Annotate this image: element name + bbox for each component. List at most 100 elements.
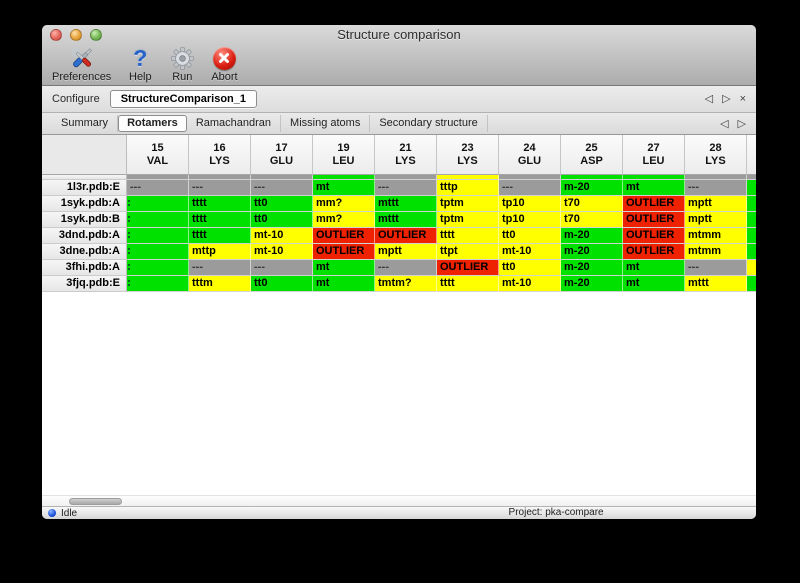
rotamer-cell[interactable]: OUTLIER [623, 212, 685, 228]
run-button[interactable]: Run [169, 45, 195, 83]
rotamer-cell[interactable]: tp10 [499, 212, 561, 228]
rotamer-cell[interactable] [623, 175, 685, 180]
rotamer-cell[interactable] [127, 228, 189, 244]
rotamer-cell[interactable]: OUTLIER [313, 244, 375, 260]
rotamer-cell[interactable]: mm? [313, 196, 375, 212]
rotamer-cell[interactable]: tttm [189, 276, 251, 292]
rotamer-cell[interactable]: tttt [437, 276, 499, 292]
help-button[interactable]: ? Help [127, 45, 153, 83]
rotamer-cell[interactable]: tttp [437, 180, 499, 196]
rotamer-cell[interactable]: mttp [189, 244, 251, 260]
horizontal-scrollbar[interactable] [42, 495, 756, 506]
rotamer-cell[interactable]: tttt [189, 196, 251, 212]
rotamer-cell[interactable]: OUTLIER [313, 228, 375, 244]
rotamer-cell[interactable]: --- [685, 260, 747, 276]
close-window-button[interactable] [50, 29, 62, 41]
rotamer-cell[interactable] [375, 175, 437, 180]
session-prev-icon[interactable]: ◁ [704, 92, 714, 105]
rotamer-cell[interactable]: OUTLIER [437, 260, 499, 276]
abort-button[interactable]: Abort [211, 45, 238, 83]
rotamer-cell[interactable]: tt0 [499, 260, 561, 276]
rotamer-cell[interactable]: tptm [437, 196, 499, 212]
rotamer-cell[interactable]: mt-10 [499, 276, 561, 292]
rotamer-cell[interactable]: OUTLIER [623, 228, 685, 244]
rotamer-cell[interactable]: mtmm [685, 228, 747, 244]
rotamer-cell[interactable]: mptt [685, 196, 747, 212]
rotamer-cell[interactable]: --- [251, 260, 313, 276]
rotamer-cell[interactable]: --- [189, 180, 251, 196]
rotamer-cell[interactable]: mt [623, 180, 685, 196]
rotamer-cell[interactable]: tttt [189, 212, 251, 228]
rotamer-cell[interactable]: m-20 [561, 180, 623, 196]
horizontal-scrollbar-thumb[interactable] [69, 498, 122, 505]
rotamer-cell[interactable]: mm? [313, 212, 375, 228]
rotamer-cell[interactable] [499, 175, 561, 180]
tab-missing-atoms[interactable]: Missing atoms [281, 115, 371, 132]
rotamer-cell[interactable] [127, 244, 189, 260]
rotamer-cell[interactable]: m-20 [561, 260, 623, 276]
rotamer-cell[interactable]: mptt [685, 212, 747, 228]
rotamer-cell[interactable]: tp10 [499, 196, 561, 212]
rotamer-cell[interactable]: --- [189, 260, 251, 276]
rotamer-cell[interactable]: OUTLIER [375, 228, 437, 244]
preferences-button[interactable]: Preferences [52, 45, 111, 83]
minimize-window-button[interactable] [70, 29, 82, 41]
rotamer-cell[interactable]: m-20 [561, 228, 623, 244]
rotamer-cell[interactable] [127, 212, 189, 228]
tab-rotamers[interactable]: Rotamers [118, 115, 187, 132]
rotamer-cell[interactable]: mt-10 [251, 244, 313, 260]
rotamer-cell[interactable]: tt0 [251, 196, 313, 212]
tabs-prev-icon[interactable]: ◁ [720, 118, 729, 130]
rotamer-cell[interactable] [127, 276, 189, 292]
row-label[interactable]: 1syk.pdb:B [42, 212, 127, 228]
zoom-window-button[interactable] [90, 29, 102, 41]
tab-ramachandran[interactable]: Ramachandran [187, 115, 282, 132]
row-label[interactable]: 3dne.pdb:A [42, 244, 127, 260]
rotamer-cell[interactable] [313, 175, 375, 180]
rotamer-cell[interactable] [127, 196, 189, 212]
rotamer-cell[interactable] [561, 175, 623, 180]
rotamer-cell[interactable]: mt [623, 276, 685, 292]
rotamer-cell[interactable]: tttt [189, 228, 251, 244]
rotamer-cell[interactable]: tptm [437, 212, 499, 228]
session-next-icon[interactable]: ▷ [722, 92, 731, 105]
rotamer-cell[interactable]: --- [127, 180, 189, 196]
row-label[interactable]: 3fhi.pdb:A [42, 260, 127, 276]
rotamer-cell[interactable]: mt-10 [251, 228, 313, 244]
rotamer-cell[interactable] [437, 175, 499, 180]
tab-summary[interactable]: Summary [52, 115, 119, 132]
rotamer-cell[interactable]: m-20 [561, 244, 623, 260]
rotamer-cell[interactable]: tttt [437, 228, 499, 244]
session-close-icon[interactable]: × [739, 92, 746, 105]
rotamer-cell[interactable]: tt0 [251, 276, 313, 292]
rotamer-cell[interactable]: --- [375, 180, 437, 196]
row-label[interactable]: 3dnd.pdb:A [42, 228, 127, 244]
row-label[interactable]: 3fjq.pdb:E [42, 276, 127, 292]
title-bar[interactable]: Structure comparison [42, 25, 756, 45]
rotamer-cell[interactable]: mttt [375, 212, 437, 228]
rotamer-cell[interactable]: --- [499, 180, 561, 196]
rotamer-cell[interactable]: mtmm [685, 244, 747, 260]
row-label[interactable]: 1l3r.pdb:E [42, 180, 127, 196]
session-tab[interactable]: StructureComparison_1 [109, 90, 258, 108]
rotamer-cell[interactable]: mt [313, 260, 375, 276]
rotamer-cell[interactable] [685, 175, 747, 180]
rotamer-cell[interactable]: tt0 [499, 228, 561, 244]
row-label[interactable]: 1syk.pdb:A [42, 196, 127, 212]
rotamer-cell[interactable]: t70 [561, 212, 623, 228]
tab-secondary-structure[interactable]: Secondary structure [370, 115, 488, 132]
rotamer-cell[interactable]: mt [623, 260, 685, 276]
rotamer-cell[interactable]: mt [313, 180, 375, 196]
rotamer-cell[interactable] [127, 175, 189, 180]
rotamer-cell[interactable]: --- [251, 180, 313, 196]
rotamer-cell[interactable] [127, 260, 189, 276]
rotamer-cell[interactable]: mt-10 [499, 244, 561, 260]
rotamer-cell[interactable]: OUTLIER [623, 244, 685, 260]
rotamer-cell[interactable]: mttt [685, 276, 747, 292]
rotamer-cell[interactable]: --- [375, 260, 437, 276]
rotamer-cell[interactable]: ttpt [437, 244, 499, 260]
rotamer-cell[interactable]: tt0 [251, 212, 313, 228]
rotamer-cell[interactable]: mt [313, 276, 375, 292]
rotamer-cell[interactable]: --- [685, 180, 747, 196]
rotamer-cell[interactable]: m-20 [561, 276, 623, 292]
